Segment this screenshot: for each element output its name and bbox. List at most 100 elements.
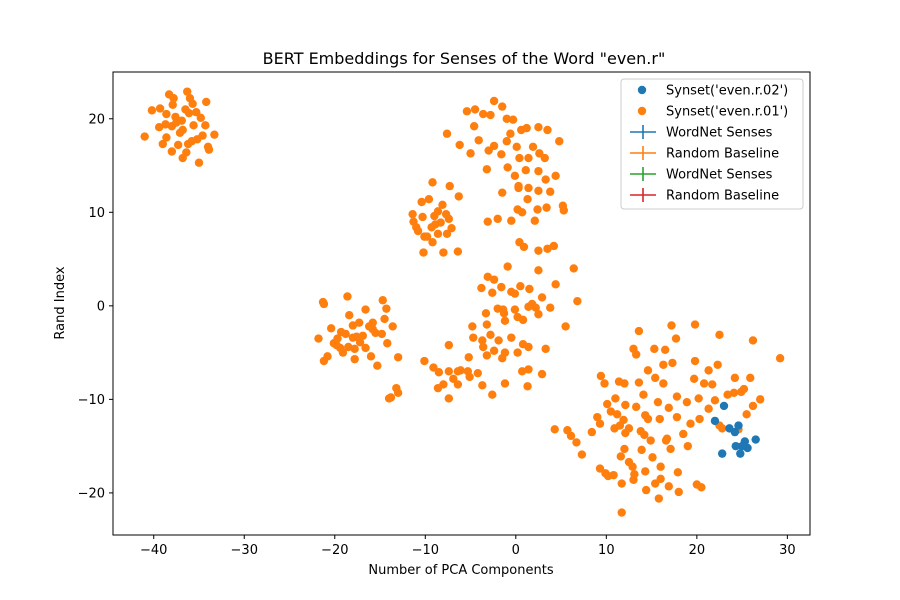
scatter-point-series-1 xyxy=(210,130,219,139)
scatter-point-series-1 xyxy=(739,384,749,394)
scatter-point-series-1 xyxy=(690,356,700,366)
x-tick-label: −20 xyxy=(321,543,348,558)
scatter-point-series-1 xyxy=(449,374,458,383)
scatter-point-series-1 xyxy=(507,333,516,342)
scatter-point-series-1 xyxy=(566,431,576,441)
scatter-point-series-1 xyxy=(708,380,717,389)
scatter-point-series-1 xyxy=(382,304,391,313)
scatter-point-series-1 xyxy=(523,382,532,391)
scatter-point-series-1 xyxy=(534,122,543,132)
scatter-point-series-1 xyxy=(350,354,359,364)
scatter-point-series-1 xyxy=(194,158,204,167)
scatter-point-series-1 xyxy=(704,404,713,413)
scatter-point-series-1 xyxy=(326,324,336,333)
scatter-point-series-1 xyxy=(430,211,439,221)
y-axis-ticks: −20 −10 0 10 20 xyxy=(78,112,113,501)
y-tick-label: 20 xyxy=(88,112,105,127)
scatter-point-series-1 xyxy=(620,444,629,454)
scatter-point-series-1 xyxy=(537,293,547,302)
scatter-point-series-1 xyxy=(551,171,560,181)
scatter-point-series-1 xyxy=(523,195,532,204)
scatter-point-series-1 xyxy=(534,186,543,195)
scatter-point-series-1 xyxy=(617,508,626,517)
scatter-point-series-1 xyxy=(617,479,626,488)
x-tick-label: 0 xyxy=(512,543,520,558)
scatter-point-series-1 xyxy=(469,122,479,131)
scatter-point-series-1 xyxy=(534,246,543,255)
scatter-point-series-1 xyxy=(444,367,454,376)
scatter-point-series-1 xyxy=(201,121,210,130)
scatter-point-series-1 xyxy=(378,296,387,305)
scatter-point-series-1 xyxy=(664,482,673,491)
scatter-point-series-1 xyxy=(648,453,657,462)
scatter-point-series-1 xyxy=(473,368,482,378)
scatter-point-series-1 xyxy=(364,322,374,331)
scatter-point-series-1 xyxy=(140,132,149,141)
scatter-point-series-1 xyxy=(417,197,426,207)
scatter-point-series-1 xyxy=(517,208,527,217)
scatter-point-series-1 xyxy=(531,303,540,312)
scatter-point-series-1 xyxy=(383,339,392,348)
scatter-point-series-1 xyxy=(595,419,605,428)
scatter-point-series-1 xyxy=(380,314,389,324)
scatter-point-series-1 xyxy=(408,209,417,219)
y-tick-label: 0 xyxy=(97,299,105,314)
scatter-point-series-1 xyxy=(668,358,677,368)
scatter-point-series-1 xyxy=(651,373,660,383)
scatter-point-series-1 xyxy=(486,110,495,120)
scatter-point-series-1 xyxy=(530,216,540,225)
scatter-point-series-1 xyxy=(444,340,454,350)
scatter-point-series-1 xyxy=(534,266,543,275)
legend-marker xyxy=(637,106,647,116)
scatter-point-series-1 xyxy=(158,139,167,149)
scatter-point-series-1 xyxy=(483,272,492,282)
scatter-point-series-1 xyxy=(515,153,524,163)
scatter-point-series-1 xyxy=(672,392,682,401)
scatter-point-series-1 xyxy=(573,296,582,306)
scatter-point-series-1 xyxy=(478,336,487,345)
scatter-point-series-1 xyxy=(155,104,165,113)
scatter-point-series-1 xyxy=(674,487,683,497)
scatter-point-series-1 xyxy=(409,217,418,226)
scatter-point-series-1 xyxy=(188,99,197,109)
scatter-point-series-1 xyxy=(694,394,703,403)
scatter-point-series-0 xyxy=(719,401,729,411)
scatter-point-series-1 xyxy=(162,109,171,119)
scatter-point-series-1 xyxy=(162,133,171,142)
scatter-point-series-1 xyxy=(746,373,755,383)
scatter-point-series-1 xyxy=(641,467,650,476)
scatter-point-series-1 xyxy=(641,485,651,495)
scatter-point-series-1 xyxy=(682,397,692,407)
scatter-point-series-1 xyxy=(595,464,605,473)
scatter-point-series-1 xyxy=(373,361,382,370)
scatter-point-series-1 xyxy=(494,336,503,345)
scatter-point-series-1 xyxy=(569,264,578,273)
scatter-point-series-1 xyxy=(634,326,644,336)
scatter-point-series-1 xyxy=(551,280,560,289)
scatter-point-series-1 xyxy=(178,125,187,135)
scatter-point-series-1 xyxy=(172,118,181,127)
scatter-point-series-1 xyxy=(656,462,665,471)
legend-label: WordNet Senses xyxy=(666,126,773,141)
scatter-point-series-1 xyxy=(503,163,512,172)
scatter-point-series-1 xyxy=(433,229,443,239)
scatter-point-series-1 xyxy=(384,394,394,403)
scatter-point-series-1 xyxy=(489,346,499,355)
scatter-point-series-1 xyxy=(611,394,620,403)
scatter-point-series-1 xyxy=(203,142,213,152)
scatter-point-series-1 xyxy=(154,122,164,132)
scatter-point-series-1 xyxy=(655,414,664,424)
scatter-point-series-1 xyxy=(466,149,475,158)
scatter-point-series-1 xyxy=(419,248,428,257)
scatter-point-series-0 xyxy=(734,421,743,430)
scatter-point-series-1 xyxy=(729,388,739,398)
scatter-point-series-1 xyxy=(493,214,502,224)
scatter-point-series-1 xyxy=(314,334,323,343)
scatter-point-series-1 xyxy=(348,321,358,330)
scatter-point-series-1 xyxy=(393,353,403,362)
scatter-point-series-1 xyxy=(489,141,499,151)
x-tick-label: −40 xyxy=(140,543,167,558)
scatter-point-series-1 xyxy=(438,200,447,210)
legend-box xyxy=(620,78,804,210)
scatter-point-series-1 xyxy=(455,140,464,150)
